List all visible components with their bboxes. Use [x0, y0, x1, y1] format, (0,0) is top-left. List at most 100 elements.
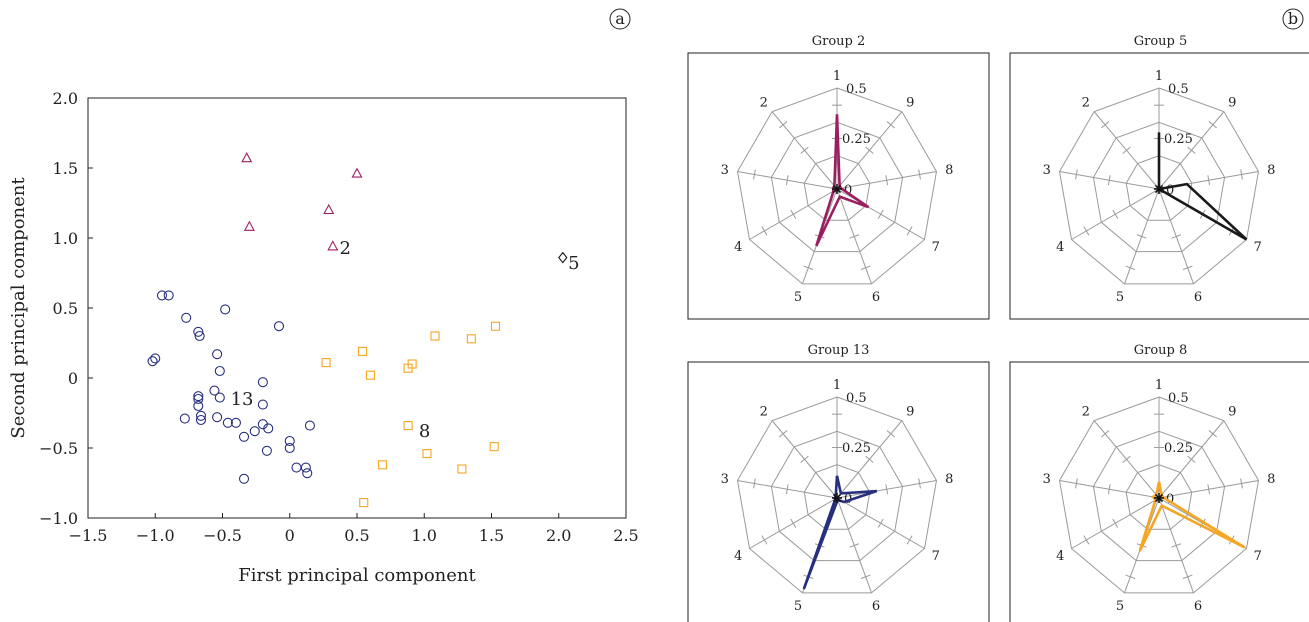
y-tick-label: −1.0	[39, 509, 78, 528]
data-point	[365, 370, 376, 380]
radar-tick	[761, 226, 768, 236]
cluster-label: 8	[419, 421, 430, 442]
radar-panel: Group 5 1 9 8 7 6 5 4 3 2 0 0.25 0.5	[1009, 34, 1309, 320]
radar-axis-label: 2	[760, 96, 768, 111]
scatter-axes: −1.5 −1.0 −0.5 0 0.5 1.0 1.5 2.0 2.5−1.0−0.500.5…	[39, 89, 639, 545]
data-point	[466, 334, 476, 344]
data-point	[327, 240, 339, 251]
radar-ring-label: 0	[844, 183, 852, 198]
radar-ring-label: 0	[1166, 183, 1174, 198]
data-point	[241, 152, 253, 163]
data-point	[212, 349, 223, 360]
radar-tick	[1125, 574, 1136, 579]
radar-series	[1138, 481, 1246, 552]
data-point	[490, 321, 501, 331]
radar-axis-label: 2	[760, 405, 768, 420]
radar-series	[802, 475, 878, 590]
data-point	[222, 417, 233, 428]
radar-ring-label: 0.5	[846, 391, 867, 406]
radar-axis-label: 2	[1082, 405, 1090, 420]
data-point	[179, 413, 190, 424]
radar-frame	[1009, 52, 1309, 320]
radar-axis-label: 2	[1082, 96, 1090, 111]
x-tick-label: 2.5	[613, 526, 638, 545]
radar-tick	[785, 484, 789, 495]
radar-ring-label: 0.25	[1164, 441, 1193, 456]
radar-tick	[886, 430, 896, 438]
panel-tag-b-text: b	[1288, 9, 1298, 28]
radar-ring	[803, 155, 871, 221]
data-point	[357, 346, 367, 356]
radar-axis-label: 7	[1254, 240, 1262, 255]
radar-frame	[687, 52, 990, 320]
radar-tick	[849, 234, 860, 239]
radar-axis-label: 3	[1043, 163, 1051, 178]
data-point	[378, 460, 388, 470]
cluster-label: 13	[231, 389, 254, 410]
radar-ring-label: 0.25	[1164, 132, 1193, 147]
radar-axis-label: 9	[906, 96, 914, 111]
radar-tick	[877, 518, 884, 528]
y-tick-label: 0.5	[53, 299, 78, 318]
x-tick-label: −1.5	[69, 526, 108, 545]
radar-ring-label: 0	[1166, 492, 1174, 507]
data-point	[457, 464, 467, 474]
data-point	[214, 392, 225, 403]
x-tick-label: 1.0	[412, 526, 437, 545]
x-tick-label: 1.5	[479, 526, 504, 545]
radar-title: Group 5	[1134, 34, 1188, 49]
radar-tick	[1182, 574, 1193, 579]
data-point	[300, 462, 311, 473]
data-point	[323, 203, 335, 215]
radar-tick	[865, 146, 874, 154]
radar-center-marker	[832, 493, 842, 503]
radar-tick	[918, 478, 921, 489]
radar-ring	[1125, 155, 1193, 221]
radar-tick	[1100, 430, 1110, 438]
radar-panel: Group 8 1 9 8 7 6 5 4 3 2 0 0.25 0.5	[1009, 343, 1309, 622]
y-tick-label: 1.5	[53, 159, 78, 178]
radar-axis-label: 3	[1043, 472, 1051, 487]
radar-tick	[1240, 169, 1243, 180]
radar-ring-label: 0.5	[1168, 82, 1189, 97]
panel-tag-a: a	[609, 8, 631, 30]
radar-tick	[849, 543, 860, 548]
series-group-8: 8	[321, 321, 501, 508]
radar-ring	[736, 87, 938, 285]
radar-tick	[860, 574, 871, 579]
radar-tick	[753, 478, 756, 489]
radar-tick	[778, 121, 788, 129]
radar-frame	[687, 361, 990, 622]
radar-tick	[1100, 121, 1110, 129]
radar-axis-label: 6	[872, 290, 880, 305]
radar-tick	[1208, 430, 1218, 438]
data-point	[302, 468, 313, 479]
radar-axis-label: 7	[932, 240, 940, 255]
data-point	[403, 421, 413, 431]
radar-tick	[1112, 209, 1119, 219]
radar-tick	[790, 518, 797, 528]
radar-tick	[1107, 175, 1111, 186]
radar-axis-label: 9	[1228, 96, 1236, 111]
radar-series	[1157, 132, 1248, 241]
data-point	[273, 321, 285, 332]
radar-tick	[785, 175, 789, 186]
data-point	[351, 167, 363, 178]
radar-tick	[1207, 175, 1211, 186]
cluster-label: 2	[340, 238, 351, 259]
radar-tick	[1208, 121, 1218, 129]
radar-tick	[906, 226, 913, 236]
data-point	[193, 393, 204, 405]
data-point	[261, 445, 272, 456]
radar-tick	[800, 146, 809, 154]
y-tick-label: −0.5	[39, 439, 78, 458]
radar-axis-label: 4	[734, 240, 742, 255]
radar-tick	[885, 484, 889, 495]
radar-tick	[860, 265, 871, 270]
radar-tick	[1122, 146, 1131, 154]
radar-tick	[877, 209, 884, 219]
radar-ring	[1092, 121, 1226, 253]
radar-tick	[1187, 455, 1196, 463]
scatter-plot: −1.5 −1.0 −0.5 0 0.5 1.0 1.5 2.0 2.5−1.0−0.500.5…	[8, 89, 639, 586]
radar-tick	[800, 455, 809, 463]
